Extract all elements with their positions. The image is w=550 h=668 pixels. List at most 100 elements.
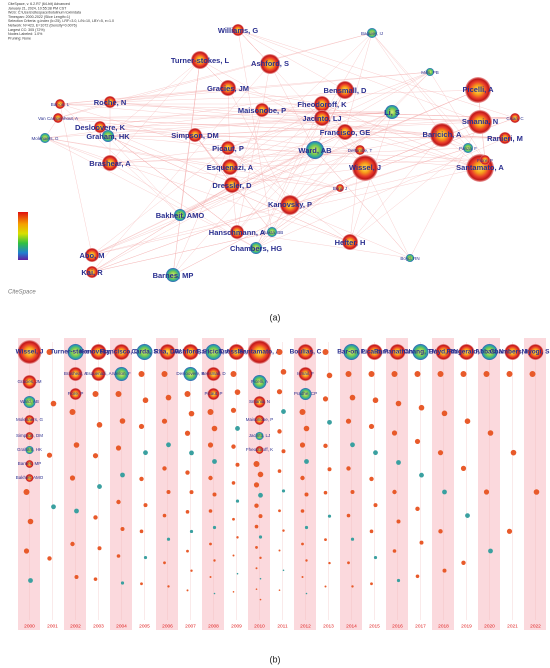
author-label: Simpson, DM [16, 433, 43, 438]
author-node [67, 344, 84, 360]
year-label: 2017 [415, 623, 426, 629]
edge [44, 137, 111, 164]
minor-node [69, 409, 76, 415]
minor-node [254, 524, 259, 529]
edge [109, 87, 229, 103]
year-band [202, 338, 224, 630]
minor-node [116, 554, 121, 558]
author-label: Wissel, J [16, 349, 44, 356]
author-label: Roche, N [94, 98, 127, 107]
minor-node [211, 425, 218, 432]
edge [314, 149, 411, 259]
minor-node [281, 489, 286, 493]
minor-node [230, 371, 237, 377]
author-node [465, 77, 491, 103]
author-node [435, 344, 452, 360]
edge [59, 103, 393, 113]
edge [109, 147, 469, 164]
year-band [432, 338, 454, 630]
author-node [510, 113, 520, 123]
edge [349, 147, 469, 243]
author-node [463, 143, 473, 153]
minor-node [93, 515, 98, 520]
minor-node [303, 425, 310, 432]
author-label: Esquenazi, A [85, 371, 111, 376]
minor-node [186, 549, 189, 553]
minor-node [70, 541, 75, 547]
minor-node [236, 536, 239, 539]
minor-node [437, 450, 444, 456]
author-node [25, 446, 34, 454]
minor-node [351, 585, 354, 588]
year-label: 2009 [231, 623, 242, 629]
edge [229, 32, 373, 168]
minor-node [259, 556, 262, 560]
author-label: Barnes, MP [153, 271, 194, 280]
author-label: Ward, AB [298, 146, 332, 155]
author-node [336, 81, 354, 99]
author-node [458, 344, 475, 360]
author-label: Baricich, A [423, 130, 462, 139]
author-node [527, 344, 544, 360]
minor-node [140, 582, 143, 586]
edge [339, 147, 469, 189]
minor-node [189, 490, 194, 495]
author-node [205, 344, 222, 360]
minor-node [139, 529, 144, 534]
author-node [113, 344, 130, 360]
author-label: Graham, HK [86, 132, 130, 141]
edge [57, 111, 393, 119]
minor-node [327, 467, 332, 472]
info-line: Timespan: 2000-2022 (Slice Length=1) [8, 15, 70, 19]
author-label: Graham, HK [17, 447, 42, 452]
author-label: Hefter, H [335, 238, 366, 247]
minor-node [281, 449, 286, 454]
author-node [69, 388, 82, 400]
edge [99, 126, 238, 233]
year-label: 2015 [369, 623, 380, 629]
minor-node [464, 418, 471, 425]
info-line: Pruning: None [8, 36, 31, 40]
minor-node [28, 578, 33, 583]
minor-node [50, 400, 57, 407]
minor-node [346, 466, 351, 471]
author-node [367, 28, 377, 38]
author-node [191, 51, 209, 69]
edge [107, 117, 323, 137]
edge [255, 187, 341, 249]
author-node [166, 268, 180, 282]
author-label: Bakheit, AMO [16, 475, 44, 480]
author-label: Panza, F [459, 146, 477, 151]
edge [371, 32, 443, 136]
edge [371, 32, 486, 161]
author-node [23, 396, 36, 408]
edge [344, 32, 373, 133]
author-node [17, 340, 42, 364]
edge [227, 71, 431, 149]
edge [255, 137, 506, 249]
author-label: Li, S [384, 108, 400, 117]
edge [179, 71, 431, 216]
year-band [294, 338, 316, 630]
year-band [156, 338, 178, 630]
author-label: Ashford, S [251, 59, 289, 68]
minor-node [232, 517, 235, 521]
edge [172, 187, 341, 276]
edge [237, 29, 273, 233]
author-node [221, 141, 235, 155]
edge [91, 184, 233, 273]
author-label: Hanschmann, A [209, 228, 266, 237]
minor-node [257, 471, 264, 478]
author-label: Van Campenhout, A [38, 116, 78, 121]
minor-node [322, 349, 329, 355]
minor-node [255, 567, 258, 570]
author-label: Ranieri, M [487, 134, 523, 143]
minor-node [442, 568, 447, 573]
author-label: Fiore, P [477, 158, 493, 163]
author-node [499, 132, 511, 144]
author-label: Molenaers, G [31, 136, 59, 141]
author-label: Brashear, A [64, 371, 87, 376]
info-line: Nodes Labeled: 1.0% [8, 32, 43, 36]
minor-node [23, 489, 30, 495]
author-node [25, 474, 34, 482]
